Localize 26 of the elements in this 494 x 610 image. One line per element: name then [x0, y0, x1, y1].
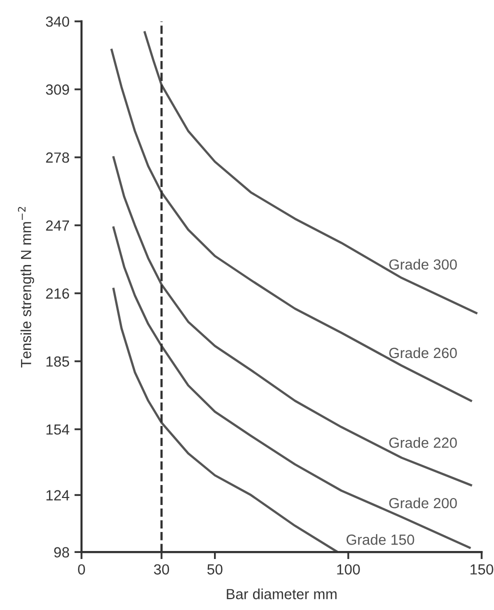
y-axis-title: Tensile strength N mm$^{−2}$ — [18, 207, 34, 368]
x-tick-label: 150 — [470, 564, 494, 575]
y-tick-label: 278 — [46, 152, 70, 163]
x-tick-label: 0 — [78, 564, 85, 575]
y-tick-label: 309 — [46, 84, 70, 95]
x-tick-label: 100 — [337, 564, 360, 575]
line-series — [144, 31, 478, 314]
series-label: Grade 300 — [389, 258, 457, 270]
y-tick-label: 247 — [46, 220, 69, 231]
y-tick-label: 216 — [46, 288, 70, 299]
line-series — [110, 48, 472, 402]
series-label: Grade 150 — [346, 534, 414, 545]
y-tick-label: 340 — [46, 16, 70, 27]
line-series — [112, 226, 471, 549]
y-tick-label: 98 — [54, 547, 70, 558]
series-label: Grade 260 — [389, 347, 457, 358]
x-axis-title: Bar diameter mm — [226, 588, 337, 600]
y-tick-label: 185 — [46, 356, 70, 367]
x-tick-label: 50 — [207, 564, 222, 575]
series-label: Grade 220 — [389, 437, 457, 448]
series-label: Grade 200 — [389, 498, 457, 508]
x-tick-label: 30 — [154, 564, 170, 575]
y-tick-label: 154 — [46, 424, 70, 435]
line-series — [112, 288, 339, 552]
line-series — [112, 156, 472, 486]
y-tick-label: 124 — [46, 490, 70, 500]
